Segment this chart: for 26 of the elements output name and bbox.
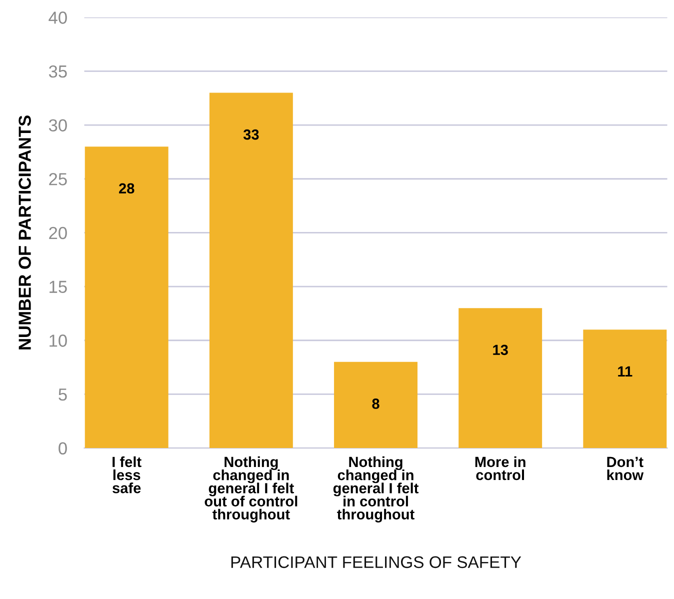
y-tick-label: 20	[49, 226, 67, 240]
y-tick-label: 5	[58, 388, 67, 401]
x-tick-label: Don’t know	[607, 456, 644, 480]
x-tick-label: Nothing changed in general I felt out of control throughout	[204, 456, 298, 522]
x-tick-label: I felt less safe	[112, 456, 142, 494]
y-tick-label: 35	[48, 65, 67, 78]
data-label: 11	[618, 366, 632, 376]
data-label: 8	[372, 398, 380, 409]
y-tick-label: 30	[48, 119, 67, 132]
bar	[583, 330, 667, 448]
bar	[458, 308, 542, 448]
data-label: 33	[243, 129, 259, 140]
y-tick-label: 40	[48, 12, 67, 24]
bar	[334, 362, 418, 448]
data-label: 28	[119, 183, 134, 194]
y-tick-label: 25	[49, 173, 67, 186]
data-label: 13	[493, 344, 508, 356]
y-tick-label: 0	[58, 442, 67, 455]
x-tick-label: More in control	[475, 456, 526, 480]
bar	[209, 92, 293, 448]
y-tick-label: 15	[50, 280, 67, 294]
x-axis-title: PARTICIPANT FEELINGS OF SAFETY	[231, 556, 522, 568]
bar	[84, 146, 168, 448]
y-axis-title: NUMBER OF PARTICIPANTS	[18, 116, 31, 350]
y-tick-label: 10	[50, 334, 67, 347]
x-tick-label: Nothing changed in general I felt in control throughout	[333, 456, 419, 522]
